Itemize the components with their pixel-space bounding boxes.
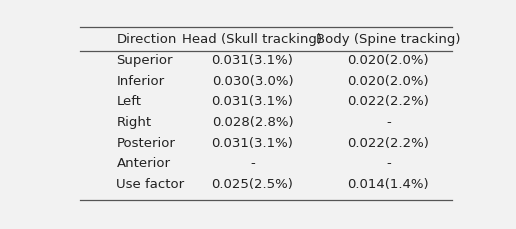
Text: Anterior: Anterior <box>117 158 170 170</box>
Text: -: - <box>250 158 255 170</box>
Text: -: - <box>386 116 391 129</box>
Text: 0.031(3.1%): 0.031(3.1%) <box>212 137 294 150</box>
Text: Left: Left <box>117 95 141 108</box>
Text: Right: Right <box>117 116 152 129</box>
Text: 0.030(3.0%): 0.030(3.0%) <box>212 75 293 88</box>
Text: 0.028(2.8%): 0.028(2.8%) <box>212 116 293 129</box>
Text: 0.031(3.1%): 0.031(3.1%) <box>212 54 294 67</box>
Text: 0.022(2.2%): 0.022(2.2%) <box>347 95 429 108</box>
Text: Head (Skull tracking): Head (Skull tracking) <box>183 33 322 46</box>
Text: 0.022(2.2%): 0.022(2.2%) <box>347 137 429 150</box>
Text: Use factor: Use factor <box>117 178 185 191</box>
Text: 0.025(2.5%): 0.025(2.5%) <box>212 178 294 191</box>
Text: 0.031(3.1%): 0.031(3.1%) <box>212 95 294 108</box>
Text: 0.020(2.0%): 0.020(2.0%) <box>348 54 429 67</box>
Text: Direction: Direction <box>117 33 177 46</box>
Text: Inferior: Inferior <box>117 75 165 88</box>
Text: Posterior: Posterior <box>117 137 175 150</box>
Text: 0.020(2.0%): 0.020(2.0%) <box>348 75 429 88</box>
Text: Superior: Superior <box>117 54 173 67</box>
Text: Body (Spine tracking): Body (Spine tracking) <box>316 33 461 46</box>
Text: -: - <box>386 158 391 170</box>
Text: 0.014(1.4%): 0.014(1.4%) <box>348 178 429 191</box>
